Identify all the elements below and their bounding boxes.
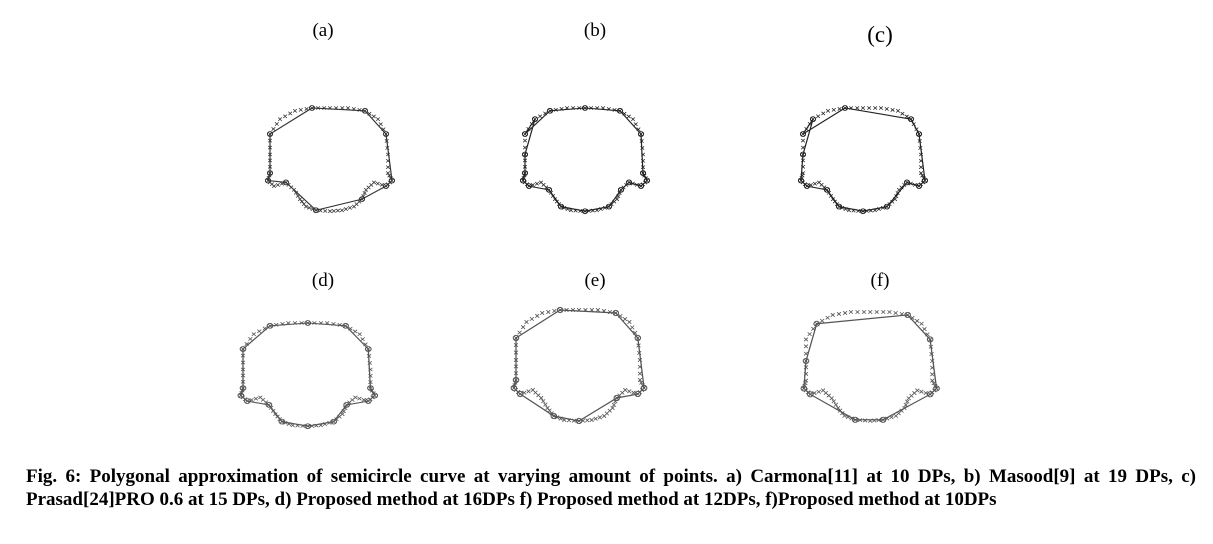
panel-label-b: (b): [583, 20, 607, 41]
figure-caption: Fig. 6: Polygonal approximation of semic…: [26, 466, 1196, 510]
panel-label-a: (a): [312, 20, 334, 41]
approximation-polygon: [522, 107, 648, 212]
panel-c-plot: [797, 105, 929, 215]
dominant-points: [237, 320, 379, 430]
panel-f-plot: [800, 309, 940, 423]
panel-label-d: (d): [311, 270, 335, 291]
curve-points: [798, 106, 928, 214]
figure-panels: [237, 105, 940, 430]
approximation-polygon: [800, 107, 926, 212]
dominant-points: [519, 105, 651, 215]
dominant-points: [264, 105, 396, 214]
approximation-polygon: [803, 314, 938, 421]
dominant-points: [800, 311, 940, 423]
panel-label-e: (e): [584, 270, 606, 291]
panel-label-f: (f): [870, 270, 890, 291]
panel-b-plot: [519, 105, 651, 215]
approximation-polygon: [240, 322, 376, 427]
panel-e-plot: [510, 306, 648, 425]
approximation-polygon: [513, 309, 645, 422]
panel-label-c: (c): [867, 22, 893, 47]
panel-a-plot: [264, 105, 396, 214]
approximation-polygon: [267, 107, 393, 211]
dominant-points: [797, 105, 929, 215]
panel-d-plot: [237, 320, 379, 430]
dominant-points: [510, 306, 648, 425]
